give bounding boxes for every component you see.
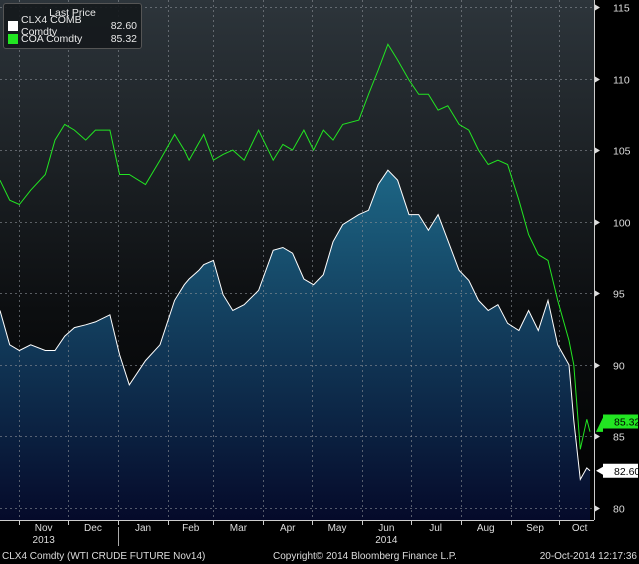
x-axis-labels: Nov Dec Jan Feb Mar Apr May Jun Jul Aug Sep Oct 2013… xyxy=(19,520,588,546)
legend-label: CLX4 COMB Comdty xyxy=(21,13,82,38)
y-axis-labels: 80 85 90 95 100 105 110 115 xyxy=(595,3,631,516)
y-tick xyxy=(595,4,600,11)
legend-value: 85.32 xyxy=(110,32,137,45)
y-tick xyxy=(595,76,600,83)
x-tick-label: Aug xyxy=(477,523,495,534)
year-label: 2014 xyxy=(375,535,398,546)
legend-value: 82.60 xyxy=(110,19,137,32)
x-tick-label: Feb xyxy=(182,523,200,534)
x-tick-label: Nov xyxy=(35,523,53,534)
y-tick xyxy=(595,290,600,297)
x-tick-label: Jul xyxy=(429,523,442,534)
y-tick-label: 100 xyxy=(613,218,631,230)
y-tick xyxy=(595,362,600,369)
x-tick-label: Oct xyxy=(572,523,588,534)
x-tick-label: Jun xyxy=(378,523,394,534)
y-tick xyxy=(595,433,600,440)
y-tick-label: 85 xyxy=(613,432,625,444)
legend-label: COA Comdty xyxy=(21,32,83,45)
x-tick-label: May xyxy=(328,523,347,534)
x-tick-label: Dec xyxy=(84,523,102,534)
legend-swatch-clx4 xyxy=(8,20,18,31)
x-tick-label: Sep xyxy=(526,523,544,534)
legend-swatch-coa xyxy=(8,33,18,44)
y-tick-label: 115 xyxy=(613,3,630,15)
tag-clx4 xyxy=(596,463,638,478)
x-tick-label: Apr xyxy=(280,523,296,534)
footer-timestamp: 20-Oct-2014 12:17:36 xyxy=(539,551,637,562)
y-tick-label: 95 xyxy=(613,289,625,301)
last-value-tags: 85.32 82.60 xyxy=(596,414,639,478)
coa-line xyxy=(0,43,591,450)
legend-title: Last Price xyxy=(49,7,96,19)
clx4-line xyxy=(0,169,591,481)
tag-clx4-label: 82.60 xyxy=(614,466,639,478)
footer-copyright: Copyright© 2014 Bloomberg Finance L.P. xyxy=(273,551,457,562)
y-tick xyxy=(595,219,600,226)
y-tick xyxy=(595,147,600,154)
legend-item-coa: COA Comdty 85.32 xyxy=(4,32,141,45)
year-label: 2013 xyxy=(33,535,56,546)
x-tick-label: Mar xyxy=(230,523,248,534)
legend: Last Price CLX4 COMB Comdty 82.60 COA Co… xyxy=(3,3,142,49)
x-tick-label: Jan xyxy=(135,523,151,534)
y-tick xyxy=(595,505,600,512)
y-tick-label: 80 xyxy=(613,504,625,516)
legend-item-clx4: CLX4 COMB Comdty 82.60 xyxy=(4,14,141,38)
footer-security: CLX4 Comdty (WTI CRUDE FUTURE Nov14) xyxy=(2,551,206,562)
y-tick-label: 110 xyxy=(613,75,630,87)
y-tick-label: 105 xyxy=(613,146,631,158)
tag-coa-label: 85.32 xyxy=(614,417,639,429)
clx4-area xyxy=(0,170,590,520)
tag-coa xyxy=(596,414,638,432)
y-tick-label: 90 xyxy=(613,361,625,373)
